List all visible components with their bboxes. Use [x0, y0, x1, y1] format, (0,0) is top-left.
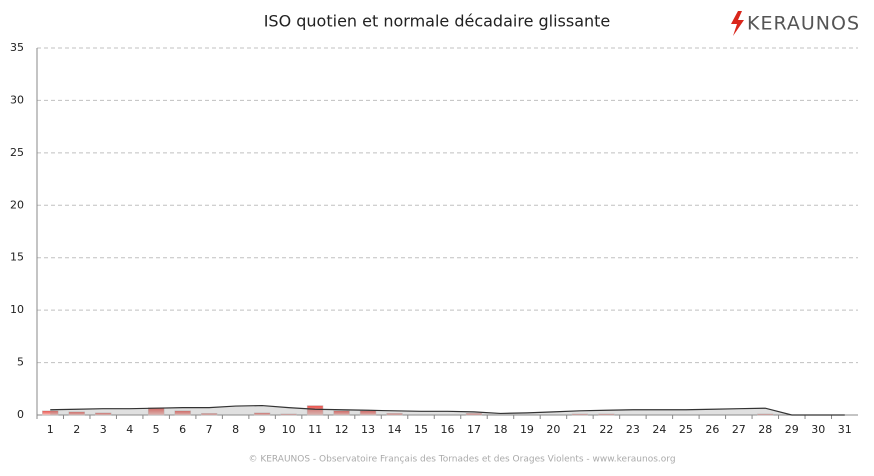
bar	[253, 412, 271, 416]
x-tick-label: 3	[100, 423, 107, 436]
x-tick-label: 24	[652, 423, 666, 436]
x-tick-label: 4	[126, 423, 133, 436]
logo-icon	[731, 11, 744, 36]
x-tick-label: 17	[467, 423, 481, 436]
x-tick-label: 16	[441, 423, 455, 436]
bar	[598, 413, 615, 416]
y-tick-label: 15	[10, 251, 24, 264]
bar	[333, 410, 350, 416]
y-tick-label: 35	[10, 41, 24, 54]
bar	[42, 410, 59, 416]
chart-title: ISO quotien et normale décadaire glissan…	[264, 12, 611, 31]
x-tick-label: 19	[520, 423, 534, 436]
x-tick-label: 30	[811, 423, 825, 436]
bar	[174, 410, 191, 416]
bar	[68, 411, 85, 416]
footer: © KERAUNOS - Observatoire Français des T…	[248, 455, 675, 465]
bar	[465, 413, 483, 416]
area	[50, 405, 845, 415]
x-tick-label: 28	[758, 423, 772, 436]
x-tick-label: 13	[361, 423, 375, 436]
bar	[386, 413, 403, 416]
x-tick-label: 7	[206, 423, 213, 436]
x-tick-label: 18	[493, 423, 507, 436]
y-tick-label: 0	[17, 408, 24, 421]
x-tick-label: 27	[732, 423, 746, 436]
bar	[95, 412, 112, 416]
x-tick-label: 15	[414, 423, 428, 436]
x-tick-label: 23	[626, 423, 640, 436]
bar	[571, 413, 589, 416]
y-tick-label: 30	[10, 93, 24, 106]
bar	[280, 413, 297, 416]
x-tick-label: 31	[838, 423, 852, 436]
x-tick-label: 10	[282, 423, 296, 436]
bar	[306, 405, 324, 416]
x-tick-label: 26	[705, 423, 719, 436]
y-tick-label: 10	[10, 303, 24, 316]
x-tick-label: 12	[335, 423, 349, 436]
x-tick-label: 21	[573, 423, 587, 436]
x-tick-label: 2	[73, 423, 80, 436]
x-tick-label: 1	[47, 423, 54, 436]
x-tick-label: 8	[232, 423, 239, 436]
x-tick-label: 25	[679, 423, 693, 436]
bar	[200, 413, 218, 416]
x-tick-label: 5	[153, 423, 160, 436]
logo: KERAUNOS	[747, 13, 860, 35]
bar	[757, 413, 774, 416]
x-tick-label: 6	[179, 423, 186, 436]
x-tick-label: 20	[546, 423, 560, 436]
y-tick-label: 5	[17, 356, 24, 369]
x-tick-label: 9	[259, 423, 266, 436]
line	[50, 404, 845, 416]
x-tick-label: 11	[308, 423, 322, 436]
x-tick-label: 14	[388, 423, 402, 436]
y-tick-label: 25	[10, 146, 24, 159]
y-tick-label: 20	[10, 198, 24, 211]
x-tick-label: 22	[599, 423, 613, 436]
x-tick-label: 29	[785, 423, 799, 436]
